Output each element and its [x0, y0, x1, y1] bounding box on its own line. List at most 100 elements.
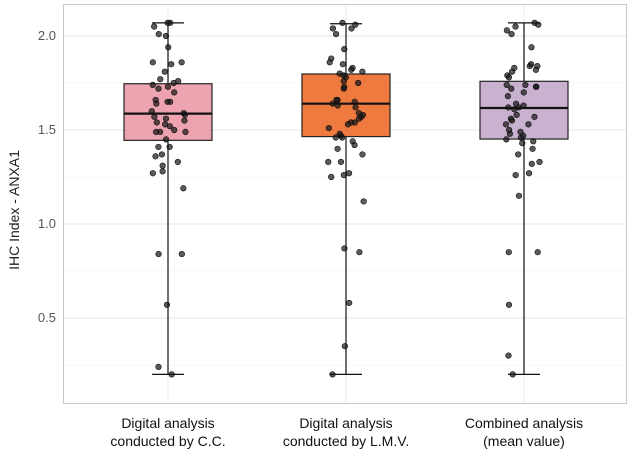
- data-point: [348, 25, 355, 32]
- data-point: [163, 301, 171, 308]
- data-point: [515, 151, 522, 158]
- data-point: [341, 343, 348, 350]
- data-point: [508, 68, 516, 75]
- data-point: [332, 31, 340, 38]
- data-point: [165, 44, 172, 51]
- x-category-label-line2: (mean value): [483, 433, 565, 449]
- data-point: [517, 134, 525, 141]
- data-point: [359, 151, 366, 158]
- data-point: [325, 125, 332, 132]
- data-point: [344, 121, 352, 128]
- data-point: [512, 23, 519, 30]
- data-point: [519, 140, 526, 147]
- data-point: [155, 363, 162, 370]
- data-point: [170, 79, 177, 87]
- data-point: [325, 158, 332, 166]
- data-point: [339, 19, 346, 26]
- data-point: [178, 59, 185, 66]
- data-point: [352, 21, 359, 28]
- data-point: [509, 371, 516, 378]
- data-point: [346, 299, 353, 307]
- data-point: [168, 371, 175, 378]
- data-point: [340, 85, 347, 92]
- data-point: [506, 130, 514, 137]
- data-point: [164, 83, 172, 90]
- data-point: [328, 173, 335, 181]
- data-point: [332, 134, 339, 141]
- data-point: [525, 170, 533, 177]
- data-point: [529, 145, 536, 152]
- data-point: [155, 31, 162, 38]
- data-point: [356, 249, 363, 256]
- y-tick-label: 1.0: [38, 216, 56, 231]
- data-point: [508, 117, 516, 124]
- data-point: [159, 168, 166, 175]
- data-point: [174, 158, 181, 166]
- data-point: [153, 119, 160, 126]
- data-point: [505, 104, 512, 111]
- data-point: [532, 66, 539, 73]
- data-point: [340, 78, 347, 85]
- box-group: [479, 19, 569, 378]
- data-point: [525, 121, 532, 128]
- data-point: [151, 113, 158, 120]
- data-point: [159, 162, 166, 169]
- y-tick-label: 0.5: [38, 310, 56, 325]
- data-point: [526, 62, 533, 70]
- data-point: [178, 250, 185, 258]
- data-point: [161, 68, 168, 75]
- data-point: [359, 68, 366, 75]
- data-point: [351, 98, 358, 105]
- data-point: [158, 151, 165, 158]
- box-marks: [123, 19, 569, 378]
- data-point: [168, 61, 175, 68]
- data-point: [503, 136, 510, 143]
- data-point: [334, 145, 341, 152]
- x-category-label-line2: conducted by C.C.: [110, 433, 225, 449]
- data-point: [155, 85, 162, 92]
- x-category-label-line1: Combined analysis: [465, 415, 583, 431]
- data-point: [528, 160, 535, 167]
- data-point: [512, 172, 519, 179]
- data-point: [155, 143, 162, 151]
- y-axis-label: IHC Index - ANXA1: [6, 150, 22, 270]
- data-point: [360, 198, 367, 205]
- data-point: [341, 46, 348, 53]
- data-point: [505, 249, 512, 256]
- data-point: [167, 19, 174, 26]
- data-point: [505, 352, 512, 359]
- data-point: [341, 245, 348, 252]
- data-point: [535, 21, 542, 28]
- data-point: [503, 27, 510, 34]
- data-point: [355, 79, 362, 87]
- data-point: [515, 192, 523, 199]
- data-point: [528, 44, 535, 51]
- data-point: [329, 25, 336, 32]
- data-point: [166, 123, 173, 130]
- data-point: [340, 172, 347, 179]
- data-point: [152, 153, 159, 160]
- data-point: [329, 371, 336, 378]
- data-point: [155, 250, 162, 258]
- data-point: [180, 185, 187, 192]
- x-category-label-line1: Digital analysis: [121, 415, 214, 431]
- data-point: [162, 136, 170, 143]
- data-point: [533, 83, 540, 90]
- data-point: [511, 106, 518, 113]
- data-point: [148, 108, 155, 115]
- data-point: [348, 66, 355, 73]
- data-point: [171, 89, 178, 96]
- x-category-label-line2: conducted by L.M.V.: [283, 433, 409, 449]
- data-point: [345, 170, 353, 177]
- box-iqr: [301, 73, 391, 138]
- y-tick-label: 2.0: [38, 28, 56, 43]
- data-point: [181, 117, 188, 124]
- data-point: [355, 115, 363, 122]
- data-point: [505, 301, 513, 308]
- data-point: [162, 115, 170, 122]
- data-point: [536, 158, 543, 166]
- data-point: [352, 104, 359, 111]
- data-point: [149, 170, 156, 177]
- box-iqr: [123, 83, 213, 141]
